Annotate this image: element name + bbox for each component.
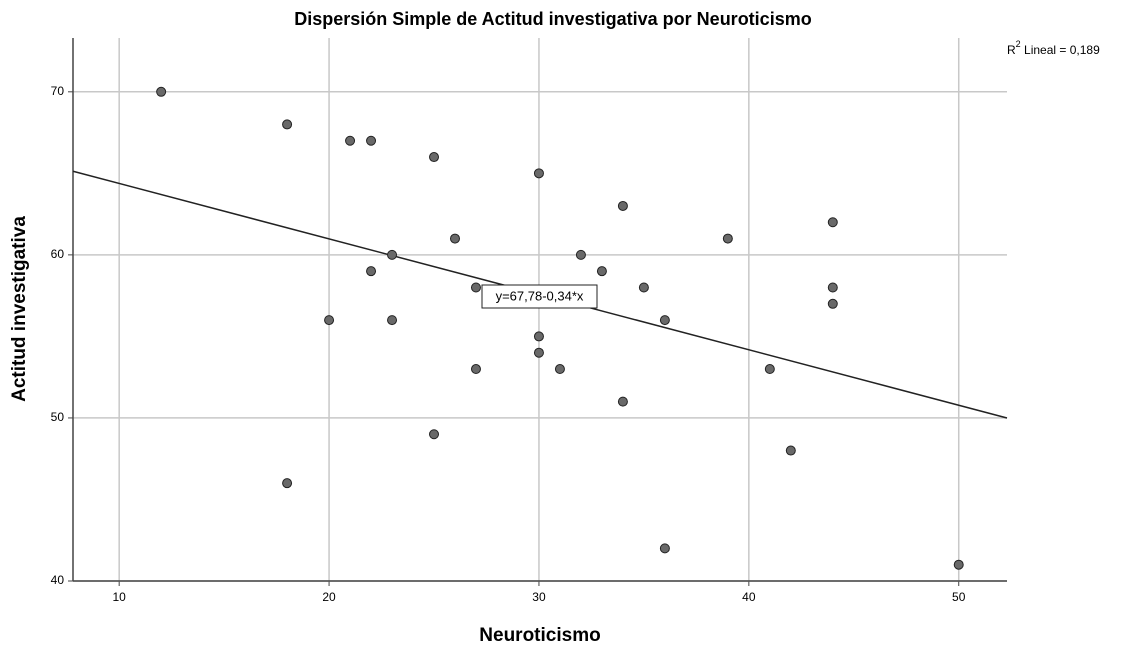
point	[429, 429, 440, 440]
point	[533, 347, 544, 358]
y-axis-label: Actitud investigativa	[9, 216, 30, 402]
point	[554, 364, 565, 375]
point	[470, 364, 481, 375]
point	[596, 266, 607, 277]
point	[282, 119, 293, 130]
point	[449, 233, 460, 244]
y-tick-label: 70	[51, 84, 65, 98]
point	[827, 298, 838, 309]
point	[785, 445, 796, 456]
x-tick-label: 30	[532, 590, 546, 604]
r2-sup: 2	[1016, 39, 1021, 49]
point	[953, 559, 964, 570]
point	[827, 217, 838, 228]
point	[575, 249, 586, 260]
point	[282, 478, 293, 489]
point	[533, 331, 544, 342]
chart-title: Dispersión Simple de Actitud investigati…	[294, 9, 811, 29]
fit-label: y=67,78-0,34*x	[496, 288, 584, 303]
point	[659, 315, 670, 326]
point	[764, 364, 775, 375]
point	[470, 282, 481, 293]
x-tick-label: 20	[322, 590, 336, 604]
point	[429, 152, 440, 163]
point	[366, 135, 377, 146]
r2-prefix: R	[1007, 43, 1016, 57]
point	[324, 315, 335, 326]
y-tick-label: 40	[51, 573, 65, 587]
point	[722, 233, 733, 244]
point	[638, 282, 649, 293]
point	[659, 543, 670, 554]
point	[617, 200, 628, 211]
point	[387, 249, 398, 260]
x-tick-label: 40	[742, 590, 756, 604]
x-tick-label: 10	[112, 590, 126, 604]
point	[366, 266, 377, 277]
point	[387, 315, 398, 326]
x-tick-label: 50	[952, 590, 966, 604]
point	[533, 168, 544, 179]
point	[617, 396, 628, 407]
x-axis-label: Neuroticismo	[479, 625, 600, 646]
y-tick-label: 50	[51, 410, 65, 424]
point	[827, 282, 838, 293]
r2-annotation: R2 Lineal = 0,189	[1007, 39, 1100, 57]
fit-label-box	[481, 284, 598, 309]
point	[156, 86, 167, 97]
y-tick-label: 60	[51, 247, 65, 261]
point	[345, 135, 356, 146]
r2-text: Lineal = 0,189	[1021, 43, 1100, 57]
